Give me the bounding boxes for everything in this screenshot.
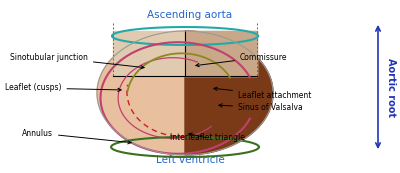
Text: Sinotubular junction: Sinotubular junction	[10, 52, 144, 69]
Polygon shape	[113, 31, 257, 76]
Text: Sinus of Valsalva: Sinus of Valsalva	[219, 103, 303, 112]
Polygon shape	[97, 31, 273, 155]
Text: Left ventricle: Left ventricle	[156, 155, 224, 165]
Polygon shape	[185, 31, 257, 76]
Text: Leaflet (cusps): Leaflet (cusps)	[5, 84, 121, 93]
Text: Commissure: Commissure	[196, 52, 288, 67]
Polygon shape	[185, 31, 273, 155]
Text: Ascending aorta: Ascending aorta	[148, 10, 232, 20]
Text: Annulus: Annulus	[22, 129, 131, 144]
Text: Aortic root: Aortic root	[386, 57, 396, 116]
Text: Interleaflet triangle: Interleaflet triangle	[170, 133, 245, 143]
Text: Leaflet attachment: Leaflet attachment	[214, 87, 311, 99]
